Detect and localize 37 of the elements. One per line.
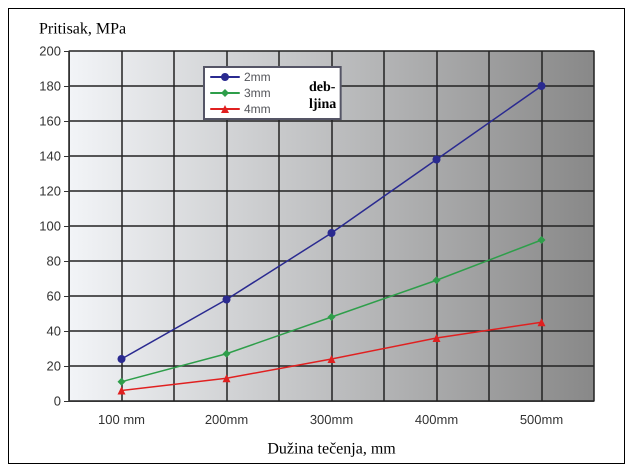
legend-label: 2mm [244, 70, 271, 84]
y-tick-label: 0 [54, 394, 61, 408]
y-tick-label: 140 [39, 148, 61, 164]
point [538, 318, 546, 326]
point [538, 236, 546, 244]
y-tick-label: 200 [39, 44, 61, 58]
y-tick-label: 60 [46, 288, 61, 304]
y-tick-label: 120 [39, 184, 61, 198]
point [432, 156, 440, 164]
x-tick-label: 300mm [310, 412, 354, 427]
point [538, 82, 546, 90]
y-axis-title: Pritisak, MPa [39, 20, 126, 38]
point [328, 229, 336, 237]
y-tick-label: 80 [46, 254, 61, 268]
point [118, 355, 126, 363]
y-tick-label: 100 [39, 218, 61, 234]
x-tick-label: 100 mm [98, 412, 145, 427]
point [328, 355, 336, 363]
point [222, 374, 230, 382]
legend-label: 4mm [244, 102, 271, 116]
point [118, 386, 126, 394]
y-tick-label: 180 [39, 78, 61, 94]
point [432, 276, 440, 284]
y-tick-label: 20 [46, 358, 61, 374]
legend-title: deb- ljina [309, 80, 336, 112]
x-tick-label: 500mm [520, 412, 564, 427]
y-tick-label: 160 [39, 114, 61, 128]
point [118, 378, 126, 386]
point [432, 334, 440, 342]
point [222, 350, 230, 358]
legend-label: 3mm [244, 86, 271, 100]
x-tick-label: 200mm [204, 412, 248, 427]
x-tick-label: 400mm [414, 412, 458, 427]
point [328, 313, 336, 321]
y-tick-label: 40 [46, 324, 61, 338]
x-axis-title: Dužina tečenja, mm [267, 440, 396, 458]
point [222, 296, 230, 304]
